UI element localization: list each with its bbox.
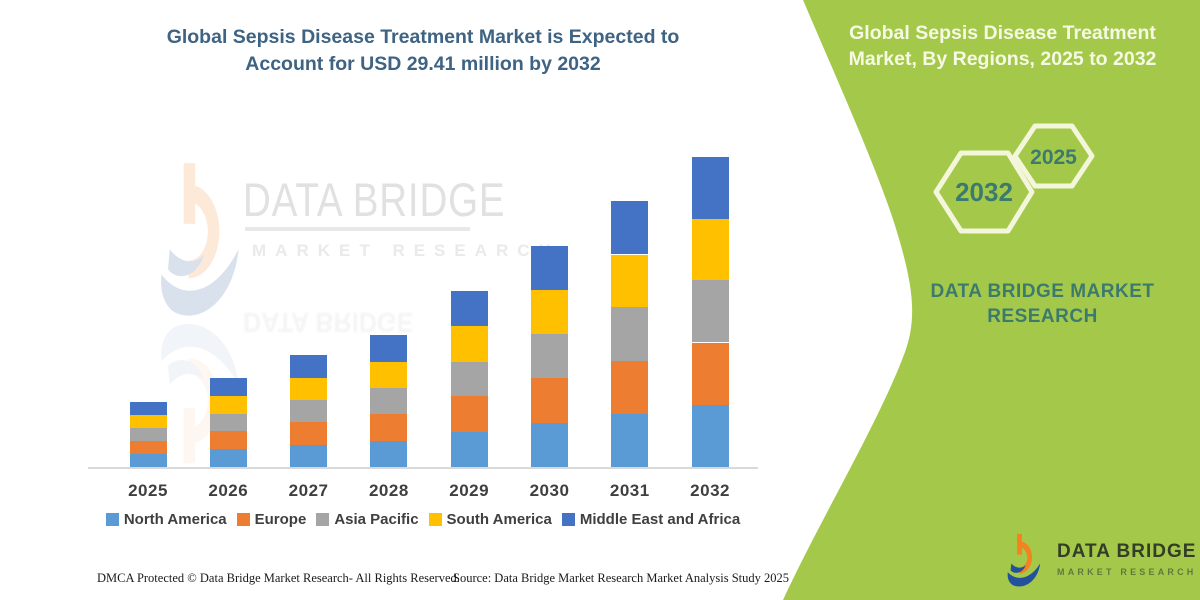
bar-segment-2030-europe (531, 378, 568, 423)
bar-segment-2031-asia-pacific (611, 307, 649, 361)
bar-chart-plot-area (88, 140, 758, 469)
hexagon-2025-badge (1012, 123, 1095, 189)
side-panel-brand-line1: DATA BRIDGE MARKET (930, 281, 1155, 302)
x-axis-label-2027: 2027 (288, 481, 329, 500)
legend-label: Middle East and Africa (579, 511, 741, 528)
x-axis-labels: 2025 2026 2027 2028 2029 2030 2031 2032 (88, 481, 758, 503)
bar-segment-2028-europe (370, 414, 408, 441)
bar-segment-2026-north-america (209, 449, 247, 467)
bar-segment-2032-europe (691, 342, 729, 405)
footer-dmca-text: DMCA Protected © Data Bridge Market Rese… (97, 571, 460, 585)
year-hexagon-badges: 2032 2025 (933, 123, 1095, 234)
bar-segment-2031-middle-east-and-africa (611, 201, 649, 255)
legend-swatch-icon (428, 513, 442, 526)
bar-segment-2030-asia-pacific (531, 334, 568, 379)
legend-label: Asia Pacific (334, 511, 419, 528)
legend-swatch-icon (105, 513, 119, 526)
bar-segment-2025-north-america (129, 453, 167, 467)
hexagon-2032-label: 2032 (955, 177, 1013, 207)
bar-segment-2027-north-america (290, 444, 328, 467)
bar-segment-2028-south-america (370, 361, 408, 388)
bar-segment-2031-north-america (611, 413, 649, 467)
bar-segment-2028-asia-pacific (370, 387, 408, 415)
company-logo-icon (1003, 532, 1047, 588)
watermark-subtitle: MARKET RESEARCH (252, 241, 560, 260)
chart-title-line1: Global Sepsis Disease Treatment Market i… (166, 26, 680, 48)
bar-segment-2032-south-america (691, 218, 729, 281)
bar-segment-2025-south-america (129, 414, 167, 428)
legend-item-europe: Europe (236, 511, 307, 528)
bar-segment-2032-middle-east-and-africa (691, 156, 729, 219)
chart-title: Global Sepsis Disease Treatment Market i… (88, 24, 758, 78)
bar-segment-2030-south-america (531, 290, 568, 335)
bar-segment-2028-north-america (370, 440, 408, 467)
bar-segment-2029-north-america (450, 431, 488, 467)
bar-segment-2026-middle-east-and-africa (209, 378, 247, 397)
x-axis-label-2031: 2031 (609, 481, 650, 500)
bar-segment-2029-middle-east-and-africa (450, 290, 488, 327)
side-panel-brand: DATA BRIDGE MARKET RESEARCH (900, 279, 1185, 329)
legend-item-north-america: North America (105, 511, 227, 528)
bar-segment-2026-asia-pacific (209, 413, 247, 432)
legend-item-middle-east-and-africa: Middle East and Africa (561, 511, 741, 528)
bar-segment-2032-asia-pacific (691, 280, 729, 343)
bar-segment-2029-europe (450, 396, 488, 432)
x-axis-label-2032: 2032 (690, 481, 731, 500)
x-axis-label-2029: 2029 (449, 481, 490, 500)
bar-segment-2027-south-america (290, 377, 328, 400)
bar-segment-2030-middle-east-and-africa (531, 246, 568, 291)
watermark-underline (245, 227, 470, 231)
bar-segment-2028-middle-east-and-africa (370, 335, 408, 362)
legend-swatch-icon (236, 513, 250, 526)
bar-segment-2031-south-america (611, 254, 649, 308)
company-logo-name: DATA BRIDGE (1057, 541, 1197, 562)
bar-segment-2031-europe (611, 360, 649, 414)
footer-source-text: Source: Data Bridge Market Research Mark… (453, 571, 790, 585)
x-axis-label-2025: 2025 (128, 481, 168, 500)
legend-swatch-icon (561, 513, 575, 526)
bar-segment-2029-asia-pacific (450, 361, 488, 397)
legend-item-asia-pacific: Asia Pacific (316, 511, 419, 528)
hexagon-2032-badge (933, 150, 1035, 234)
legend-item-south-america: South America (428, 511, 552, 528)
bar-segment-2026-south-america (209, 396, 247, 414)
bar-segment-2025-europe (129, 440, 167, 454)
bar-segment-2026-europe (209, 431, 247, 450)
chart-title-line2: Account for USD 29.41 million by 2032 (245, 53, 601, 75)
x-axis-label-2028: 2028 (368, 481, 409, 500)
legend-label: Europe (254, 511, 307, 528)
side-panel-title: Global Sepsis Disease Treatment Market, … (840, 20, 1165, 72)
company-logo-tagline: MARKET RESEARCH (1057, 567, 1197, 577)
hexagon-2025-label: 2025 (1030, 146, 1077, 169)
legend-label: South America (446, 511, 552, 528)
bar-segment-2030-north-america (531, 422, 568, 467)
chart-legend: North America Europe Asia Pacific South Ame… (88, 511, 758, 528)
bar-segment-2029-south-america (450, 326, 488, 362)
bar-segment-2027-middle-east-and-africa (290, 355, 328, 378)
side-panel-title-line1: Global Sepsis Disease Treatment (849, 22, 1156, 44)
company-logo-text: DATA BRIDGE MARKET RESEARCH (1057, 532, 1197, 588)
bar-segment-2025-middle-east-and-africa (129, 401, 167, 415)
bar-segment-2032-north-america (691, 404, 729, 467)
bar-segment-2027-europe (290, 422, 328, 445)
side-panel-brand-line2: RESEARCH (987, 306, 1098, 327)
watermark-title: DATA BRIDGE (243, 173, 506, 226)
x-axis-label-2030: 2030 (529, 481, 570, 500)
bar-segment-2027-asia-pacific (290, 400, 328, 423)
legend-label: North America (123, 511, 227, 528)
side-panel-title-line2: Market, By Regions, 2025 to 2032 (848, 48, 1157, 70)
bar-segment-2025-asia-pacific (129, 427, 167, 441)
x-axis-label-2026: 2026 (208, 481, 249, 500)
company-logo: DATA BRIDGE MARKET RESEARCH (1003, 532, 1197, 588)
legend-swatch-icon (316, 513, 330, 526)
